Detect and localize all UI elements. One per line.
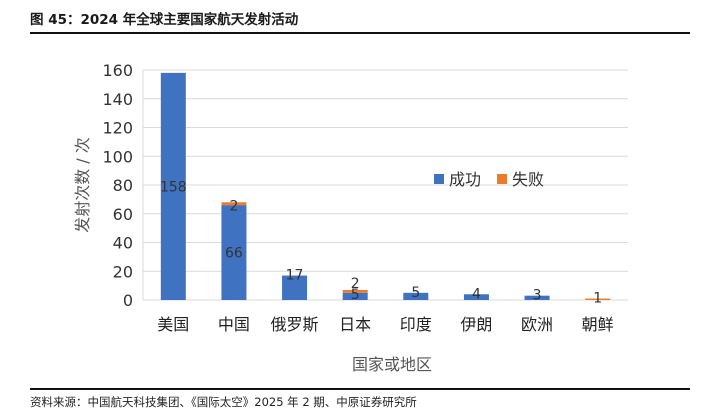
bar-success <box>524 295 550 300</box>
category-label: 俄罗斯 <box>271 315 319 334</box>
bar-success <box>221 205 247 300</box>
category-label: 美国 <box>157 315 189 334</box>
y-tick-label: 140 <box>102 90 133 109</box>
source-note: 资料来源：中国航天科技集团、《国际太空》2025 年 2 期、中原证券研究所 <box>30 395 417 409</box>
y-tick-label: 60 <box>113 205 133 224</box>
x-axis-title: 国家或地区 <box>352 355 432 374</box>
y-axis-title: 发射次数 / 次 <box>73 137 92 233</box>
bar-success <box>160 72 186 300</box>
value-label-success: 66 <box>225 246 243 262</box>
category-label: 中国 <box>218 315 250 334</box>
category-labels: 美国 中国 俄罗斯 日本 印度 伊朗 欧洲 朝鲜 <box>157 315 613 334</box>
bar-failure <box>221 202 247 206</box>
category-label: 欧洲 <box>521 315 553 334</box>
launch-bar-chart: 020406080100120140160 15866217525 4 3 1 美国中… <box>73 61 628 374</box>
y-tick-labels: 0 20 40 60 80 100 120 140 160 <box>102 61 133 310</box>
bar-success <box>342 292 368 300</box>
value-label-success: 4 <box>472 286 481 302</box>
value-label-success: 5 <box>411 285 420 301</box>
category-label: 日本 <box>339 315 371 334</box>
value-label-failure: 1 <box>593 291 602 307</box>
bottom-rule <box>30 388 690 390</box>
y-tick-label: 120 <box>102 119 133 138</box>
category-label: 伊朗 <box>460 315 492 334</box>
legend: 成功 失败 <box>434 170 544 189</box>
y-tick-label: 0 <box>123 291 133 310</box>
legend-label: 失败 <box>512 170 544 189</box>
y-tick-label: 100 <box>102 147 133 166</box>
value-label-failure: 2 <box>229 198 238 214</box>
legend-swatch <box>497 174 507 184</box>
legend-swatch <box>434 174 444 184</box>
value-label-failure: 2 <box>351 276 360 292</box>
grid-lines <box>142 69 628 301</box>
bar-failure <box>342 289 368 293</box>
value-label-success: 3 <box>533 288 542 304</box>
value-label-success: 17 <box>286 268 304 284</box>
bar-success <box>282 275 308 300</box>
category-label: 朝鲜 <box>582 315 614 334</box>
value-label-success: 5 <box>351 287 360 303</box>
y-tick-label: 80 <box>113 176 133 195</box>
top-rule <box>30 32 690 34</box>
category-label: 印度 <box>400 315 432 334</box>
value-label-success: 158 <box>160 179 187 195</box>
figure-title: 图 45：2024 年全球主要国家航天发射活动 <box>30 12 299 28</box>
bar-success <box>463 294 489 300</box>
legend-label: 成功 <box>449 170 481 189</box>
bar-failure <box>585 298 611 300</box>
y-tick-label: 20 <box>113 262 133 281</box>
y-tick-label: 160 <box>102 61 133 80</box>
bar-success <box>403 292 429 300</box>
y-tick-label: 40 <box>113 234 133 253</box>
